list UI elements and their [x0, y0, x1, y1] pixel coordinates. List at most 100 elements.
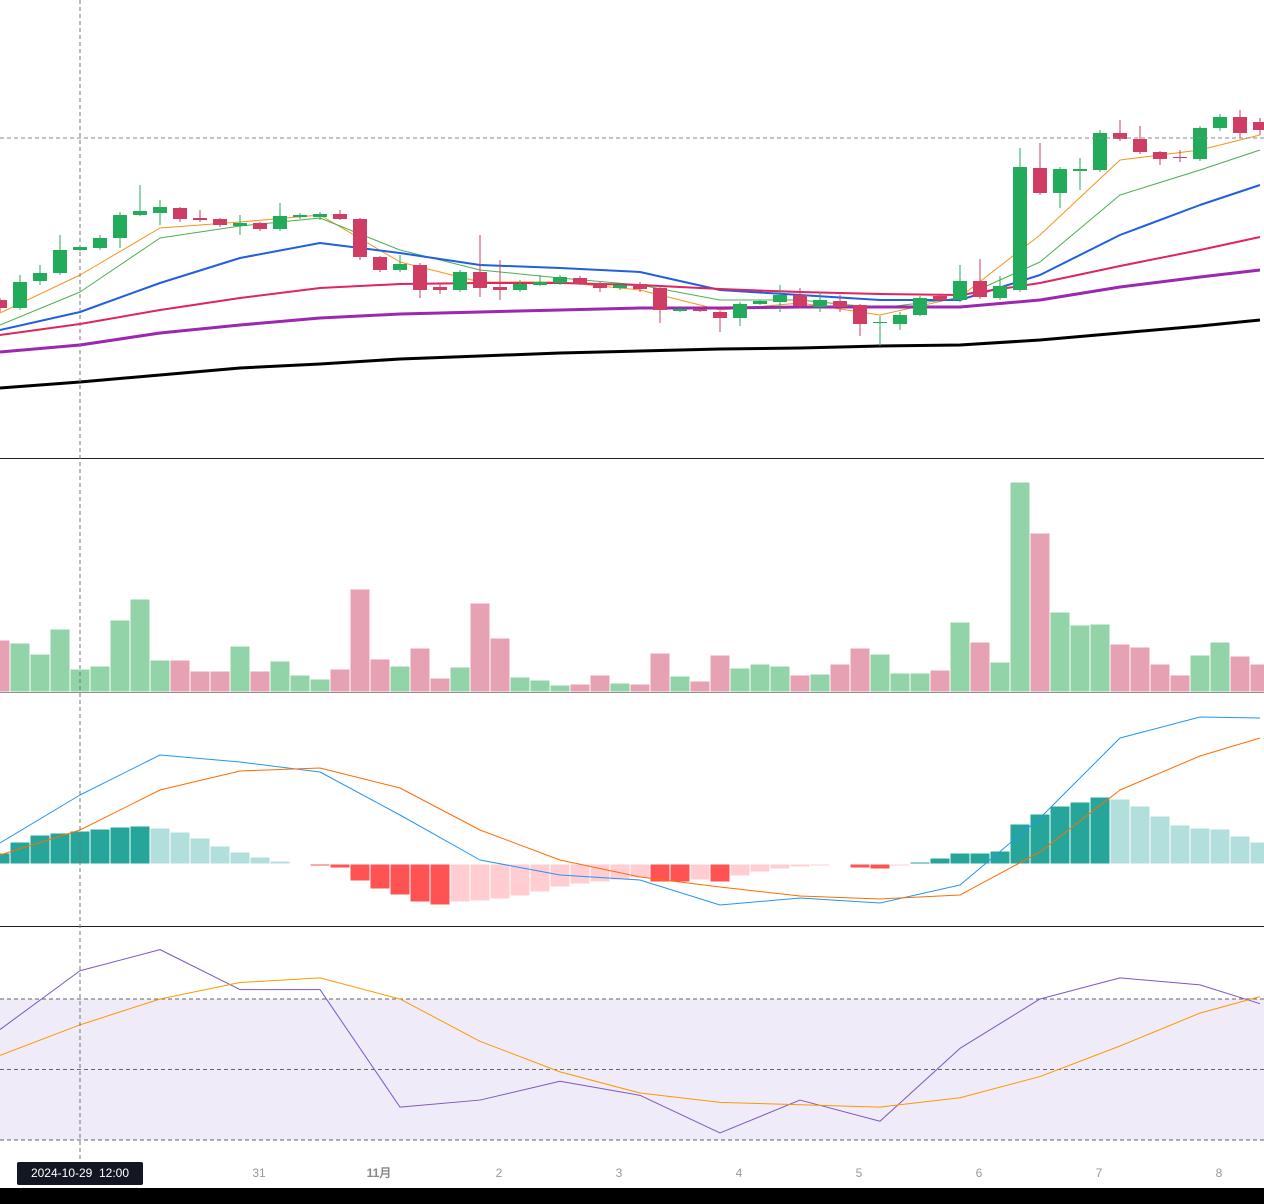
volume-bar [1009, 481, 1031, 693]
volume-bar [529, 679, 551, 693]
candle-body [753, 301, 767, 304]
candle-body [893, 315, 907, 324]
macd-bar [309, 863, 331, 867]
candle-body [33, 273, 47, 281]
volume-bar [169, 659, 191, 693]
candle-body [513, 284, 527, 290]
candle-body [133, 211, 147, 215]
candle-body [653, 288, 667, 310]
macd-bar [1189, 827, 1211, 865]
candle-body [313, 214, 327, 217]
candle-body [353, 219, 367, 257]
candle-body [293, 215, 307, 217]
macd-bar [429, 863, 451, 906]
candle-body [793, 295, 807, 306]
candle-body [1153, 152, 1167, 159]
macd-bar [1129, 805, 1151, 865]
macd-bar [1169, 824, 1191, 865]
candle-body [473, 272, 487, 288]
candle-body [393, 264, 407, 270]
x-tick-label: 3 [616, 1166, 623, 1180]
volume-bar [629, 683, 651, 693]
candle-body [453, 272, 467, 290]
candle-body [433, 287, 447, 290]
volume-bar [109, 619, 131, 693]
macd-bar [389, 863, 411, 896]
macd-bar [49, 832, 71, 865]
volume-bar [89, 665, 111, 693]
macd-bar [569, 863, 591, 885]
macd-bar [1209, 828, 1231, 865]
volume-bar [1109, 643, 1131, 693]
volume-bar [389, 665, 411, 693]
x-tick-label: 8 [1216, 1166, 1223, 1180]
volume-bar [9, 642, 31, 693]
macd-bar [869, 863, 891, 870]
volume-bar [449, 666, 471, 693]
candle-body [273, 216, 287, 229]
candle-body [533, 282, 547, 285]
macd-bar [409, 863, 431, 903]
macd-bar [349, 863, 371, 882]
volume-bar [789, 674, 811, 693]
macd-bar [889, 863, 911, 867]
macd-bar [1069, 801, 1091, 865]
macd-bar [109, 826, 131, 865]
x-tick-label: 11月 [367, 1166, 392, 1180]
macd-bar [89, 828, 111, 865]
volume-bar [369, 658, 391, 693]
macd-bar [749, 863, 771, 873]
bottom-bar [0, 1188, 1264, 1204]
indicator-line [0, 236, 1261, 336]
macd-bar [29, 834, 51, 865]
candle-body [213, 219, 227, 225]
macd-bar [1089, 796, 1111, 865]
macd-bar [1149, 815, 1171, 865]
macd-bar [1109, 798, 1131, 865]
candle-body [693, 309, 707, 311]
candle-body [953, 281, 967, 300]
volume-bar [1209, 641, 1231, 693]
candle-body [13, 282, 27, 308]
macd-bar [709, 863, 731, 883]
macd-bar [1229, 835, 1251, 865]
macd-bar [1029, 813, 1051, 865]
macd-bar [149, 827, 171, 865]
macd-bar [369, 863, 391, 890]
x-tick-label: 31 [252, 1166, 266, 1180]
candle-body [373, 257, 387, 270]
macd-bar [289, 862, 311, 865]
candle-body [913, 298, 927, 315]
candle-body [613, 285, 627, 288]
candle-body [553, 277, 567, 283]
macd-bar [1009, 823, 1031, 865]
macd-bar [609, 863, 631, 881]
indicator-line [0, 977, 1261, 1108]
x-tick-label: 5 [856, 1166, 863, 1180]
volume-bar [429, 677, 451, 693]
macd-bar [1049, 805, 1071, 865]
volume-bar [149, 659, 171, 693]
volume-bar [489, 637, 511, 693]
macd-bar [789, 863, 811, 868]
volume-bar [1189, 654, 1211, 693]
volume-bar [269, 660, 291, 693]
x-tick-label: 6 [976, 1166, 983, 1180]
volume-bar [889, 672, 911, 693]
volume-bar [1149, 663, 1171, 693]
volume-bar [769, 665, 791, 693]
volume-bar [1049, 611, 1071, 693]
candle-body [233, 223, 247, 226]
candle-body [1233, 117, 1247, 133]
candle-body [973, 281, 987, 297]
macd-bar [489, 863, 511, 900]
volume-bar [869, 653, 891, 693]
candle-body [1173, 157, 1187, 158]
volume-bar [849, 647, 871, 693]
macd-bar [909, 861, 931, 865]
volume-bar [329, 668, 351, 693]
macd-bar [209, 845, 231, 865]
volume-bar [749, 663, 771, 693]
volume-bar [1089, 623, 1111, 693]
volume-bar [549, 684, 571, 693]
